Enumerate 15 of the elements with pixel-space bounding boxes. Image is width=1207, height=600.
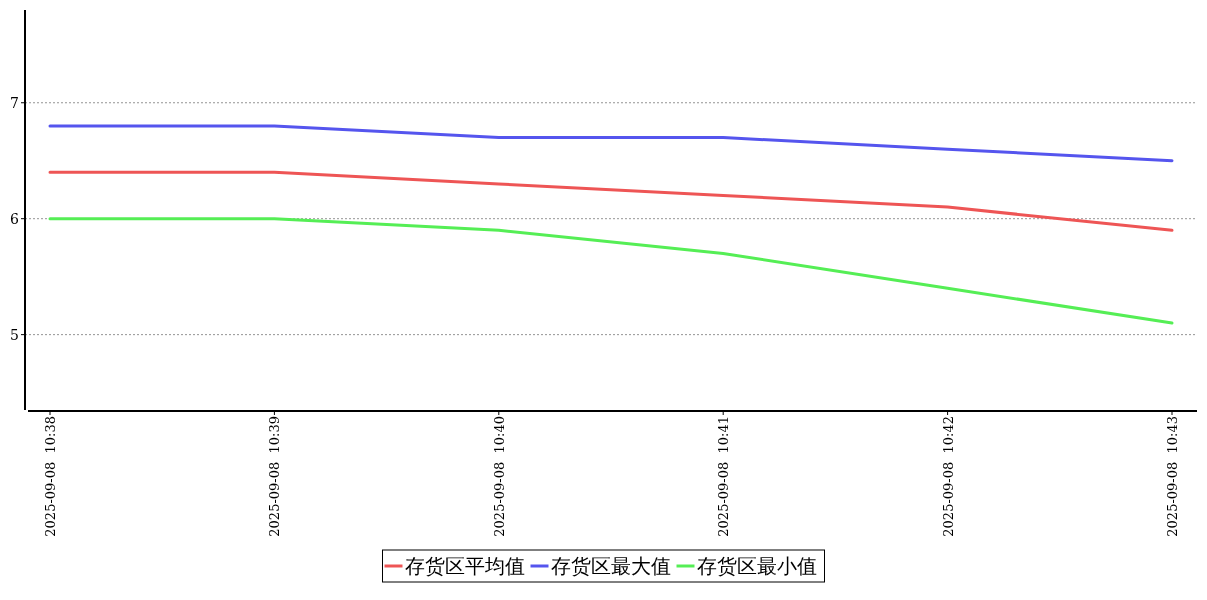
line-series (48, 124, 1174, 163)
x-tick-label: 2025-09-08 10:40 (491, 416, 507, 537)
line-series (48, 170, 1174, 232)
x-tick-label: 2025-09-08 10:41 (716, 416, 732, 537)
x-tick-label: 2025-09-08 10:38 (43, 416, 58, 537)
y-tick-label: 5 (10, 326, 19, 343)
legend-label: 存货区最小值 (696, 554, 817, 578)
x-tick-label: 2025-09-08 10:43 (1165, 416, 1180, 537)
y-tick-label: 7 (10, 94, 19, 111)
x-tick-label: 2025-09-08 10:42 (940, 416, 956, 537)
line-series (48, 217, 1174, 325)
x-tick-label: 2025-09-08 10:39 (267, 416, 283, 537)
legend-label: 存货区最大值 (550, 554, 671, 578)
legend-label: 存货区平均值 (404, 554, 525, 578)
y-tick-label: 6 (10, 210, 20, 227)
